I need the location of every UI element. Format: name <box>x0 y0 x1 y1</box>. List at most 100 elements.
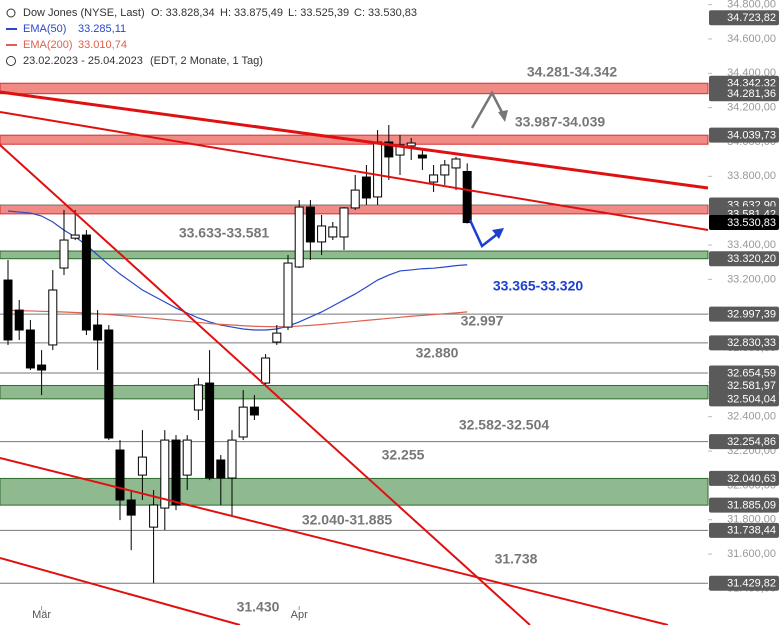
candle-body <box>93 324 103 341</box>
legend-icon <box>6 8 16 18</box>
x-tick-label: Apr <box>291 609 308 621</box>
candle-body <box>3 279 13 341</box>
annotation: 32.582-32.504 <box>459 417 550 433</box>
legend-ohlc: C: 33.530,83 <box>354 7 417 19</box>
price-label-box <box>709 365 779 381</box>
zone <box>0 250 709 260</box>
candle-body <box>294 206 304 268</box>
candle-body <box>373 141 383 198</box>
price-label: 31.738,44 <box>727 525 776 537</box>
trend-line <box>0 111 709 231</box>
legend-range-note: (EDT, 2 Monate, 1 Tag) <box>150 55 263 67</box>
candle-body <box>227 439 237 479</box>
candle-body <box>216 459 226 479</box>
ema-line <box>7 309 468 328</box>
arrow-head <box>498 110 508 122</box>
annotation: 33.365-33.320 <box>493 278 584 294</box>
legend-ohlc: O: 33.828,34 <box>151 7 215 19</box>
legend-name: EMA(50) <box>23 23 66 35</box>
arrow <box>470 90 507 129</box>
trend-line <box>0 144 531 625</box>
candle-body <box>160 439 170 509</box>
candle-body <box>339 207 349 238</box>
y-tick-label: 31.600,00 <box>727 548 776 560</box>
candle-body <box>429 174 439 183</box>
price-label: 31.885,09 <box>727 500 776 512</box>
price-label-box <box>709 335 779 351</box>
price-label: 32.654,59 <box>727 367 776 379</box>
zone <box>0 384 709 400</box>
candle-body <box>451 158 461 169</box>
candle-body <box>48 289 58 346</box>
price-label-box <box>709 10 779 26</box>
candle-body <box>283 262 293 328</box>
candle-body <box>70 234 80 239</box>
arrow <box>468 219 501 248</box>
legend-icon <box>6 56 16 66</box>
x-tick-label: Mär <box>32 609 51 621</box>
legend-title: Dow Jones (NYSE, Last) <box>23 7 145 19</box>
price-label: 34.039,73 <box>727 130 776 142</box>
y-tick-label: 34.600,00 <box>727 33 776 45</box>
candle-body <box>126 499 136 516</box>
annotation: 34.281-34.342 <box>527 64 618 80</box>
legend-name: EMA(200) <box>23 39 73 51</box>
trend-line <box>0 457 669 625</box>
candle-body <box>115 449 125 501</box>
y-tick-label: 33.800,00 <box>727 170 776 182</box>
annotation: 33.633-33.581 <box>179 225 270 241</box>
price-label-box <box>709 391 779 407</box>
candle-body <box>417 154 427 159</box>
annotation: 33.987-34.039 <box>515 114 606 130</box>
annotation: 32.040-31.885 <box>302 512 393 528</box>
annotation: 31.430 <box>237 599 280 615</box>
price-label: 32.254,86 <box>727 436 776 448</box>
candle-body <box>440 164 450 176</box>
price-axis: 31.400,0031.600,0031.800,0032.000,0032.2… <box>32 0 779 621</box>
price-label-box <box>709 86 779 102</box>
price-label: 32.040,63 <box>727 473 776 485</box>
price-label-box <box>709 215 779 231</box>
candle-body <box>384 141 394 158</box>
legend: Dow Jones (NYSE, Last) O: 33.828,34 H: 3… <box>6 7 417 67</box>
y-tick-label: 32.400,00 <box>727 411 776 423</box>
legend-value: 33.285,11 <box>78 23 126 35</box>
price-label: 31.429,82 <box>727 578 776 590</box>
y-tick-label: 33.200,00 <box>727 273 776 285</box>
candle-body <box>193 384 203 411</box>
candle-body <box>350 189 360 209</box>
y-tick-label: 34.800,00 <box>727 0 776 11</box>
trend-line <box>0 557 241 625</box>
price-label-box <box>709 127 779 143</box>
candle-body <box>328 226 338 238</box>
candle-body <box>305 206 315 243</box>
y-tick-label: 34.200,00 <box>727 102 776 114</box>
candle-body <box>272 332 282 343</box>
zone <box>0 477 709 506</box>
candle-body <box>361 176 371 199</box>
candle-body <box>406 142 416 147</box>
price-label: 33.530,83 <box>727 217 776 229</box>
candle-body <box>317 225 327 243</box>
legend-ohlc: H: 33.875,49 <box>220 7 283 19</box>
candle-body <box>182 439 192 476</box>
legend-value: 33.010,74 <box>78 39 127 51</box>
price-label-box <box>709 434 779 450</box>
legend-ohlc: L: 33.525,39 <box>288 7 349 19</box>
candle-body <box>462 170 472 224</box>
price-label-box <box>709 470 779 486</box>
annotation: 32.255 <box>382 447 425 463</box>
candle-body <box>261 357 271 384</box>
candle-body <box>14 309 24 331</box>
price-label: 32.581,97 <box>727 380 776 392</box>
candle-body <box>137 456 147 476</box>
candle-body <box>59 239 69 269</box>
y-tick-label: 33.400,00 <box>727 239 776 251</box>
price-label-box <box>709 377 779 393</box>
price-label: 34.281,36 <box>727 88 776 100</box>
annotation: 32.997 <box>461 313 504 329</box>
candle-body <box>104 329 114 439</box>
arrow-head <box>492 228 504 239</box>
y-tick-label: 31.800,00 <box>727 514 776 526</box>
